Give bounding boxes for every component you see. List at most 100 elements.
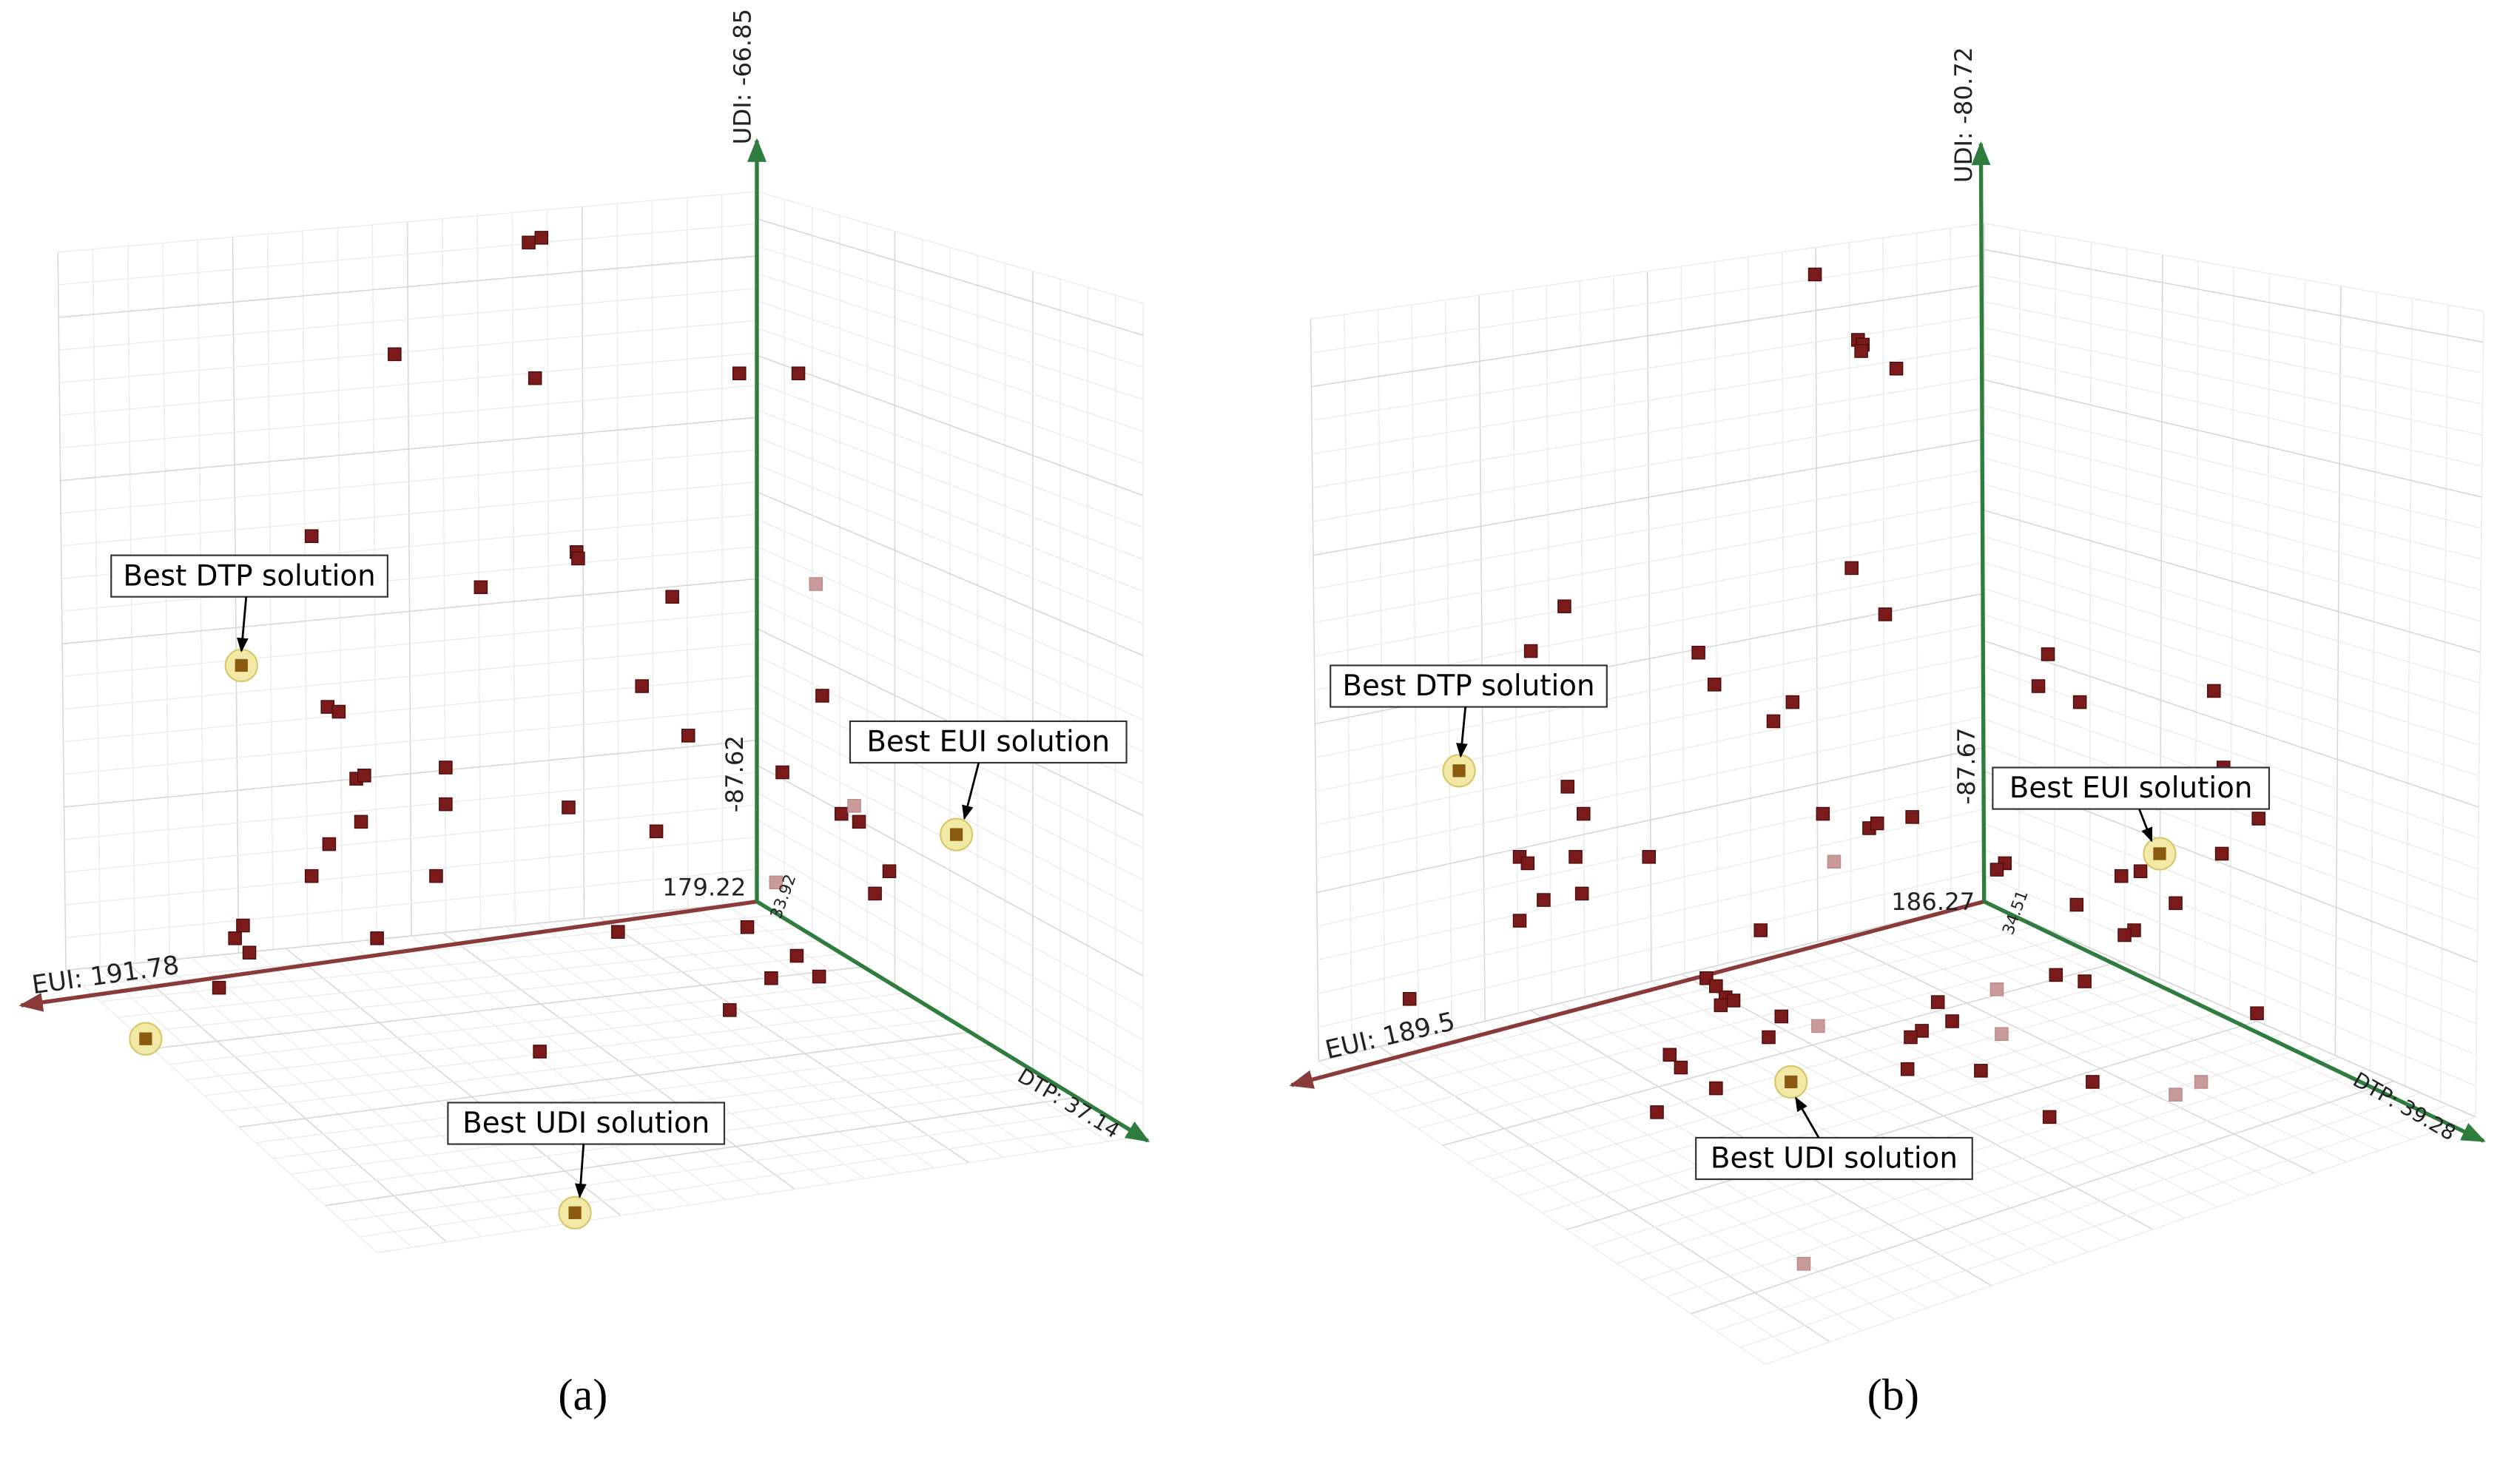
grid-line [1984,249,2484,343]
best-point [235,658,248,672]
point [1402,992,1417,1006]
grid-line [1984,849,2477,1056]
annotation-arrow [575,1144,587,1198]
grid-line [1313,469,1984,590]
udi-min-label: -87.67 [1953,727,1981,804]
point [1709,979,1723,994]
grid-line [1566,1020,2258,1230]
grid-line [1984,536,2481,684]
annotation: Best EUI solution [2009,772,2253,805]
point [370,931,384,945]
grid-line [1318,900,1984,1062]
point [852,814,866,829]
grid-line [1310,223,1984,320]
best-point [139,1032,152,1045]
grid-line [221,1018,951,1113]
grid-line [58,255,758,318]
point [2169,1087,2183,1102]
eui-min-label: 179.22 [662,873,746,901]
point [1557,599,1571,613]
grid-line [1984,379,2482,498]
point [868,886,882,901]
grid-line [1984,353,2482,467]
point [2250,1006,2264,1020]
point [2214,846,2229,861]
grid-line [1467,973,2149,1163]
point [2194,1075,2208,1089]
annotation-arrow [2138,809,2153,843]
point [1650,1105,1664,1119]
point [1904,1030,1918,1045]
udi-min-label: -87.62 [721,735,749,812]
point [1995,1027,2009,1042]
point [847,799,861,813]
point [1707,678,1722,692]
point [1796,1257,1811,1271]
grid-line [1517,996,2203,1197]
grid-line [62,578,758,644]
grid-line [756,682,1144,881]
grid-line [1312,377,1984,489]
grid-line [169,979,886,1065]
grid-line [118,940,822,1018]
grid-line [756,354,1144,496]
point [1691,645,1705,660]
grid-line [756,272,1144,400]
grid-line [1343,913,2012,1079]
point [2078,974,2092,988]
grid-line [1316,746,1984,894]
grid-line [1984,640,2479,808]
grid-line [1641,1056,2339,1281]
grid-line [1984,666,2479,839]
point [304,529,319,544]
point [1662,1048,1677,1062]
point [789,948,804,963]
point [357,769,371,783]
grid-line [1740,1104,2449,1349]
eui-axis [1289,900,1985,1089]
udi-axis [1971,141,1991,902]
grid-line [1984,405,2482,529]
point [1714,998,1728,1013]
grid-line [238,1031,972,1128]
annotation-arrow [1794,1096,1820,1139]
grid-line [63,642,758,710]
annotation-box [1330,664,1608,708]
grid-line [360,1122,1122,1238]
grid-line [377,1136,1144,1253]
grid-line [1665,1068,2367,1298]
point [809,577,823,591]
point [522,235,536,250]
annotation-arrow [237,596,249,653]
grid-line [1984,457,2482,591]
point [2041,647,2055,661]
point [775,765,789,780]
point [2133,864,2148,878]
best-point [568,1206,582,1219]
point [571,551,585,566]
dtp-axis [755,900,1150,1143]
point [812,969,826,984]
dtp-axis [1983,900,2486,1143]
grid-line [58,223,758,286]
grid-line [756,819,1144,1041]
annotation-box [447,1102,726,1145]
grid-line [64,707,758,775]
annotation-box [1695,1136,1973,1181]
caption: (a) [558,1371,607,1420]
point [1520,856,1535,871]
annotation: Best EUI solution [866,726,1110,759]
point [1827,854,1842,869]
best-point [1452,764,1466,778]
annotation-box [849,720,1128,764]
best-point [949,828,963,841]
point [1989,863,2004,877]
eui-axis [18,900,758,1012]
point [2069,897,2084,912]
point [1574,886,1589,901]
point [1974,1064,1988,1078]
point [331,704,346,719]
grid-line [1492,985,2176,1180]
point [723,1003,737,1017]
point [212,980,226,995]
